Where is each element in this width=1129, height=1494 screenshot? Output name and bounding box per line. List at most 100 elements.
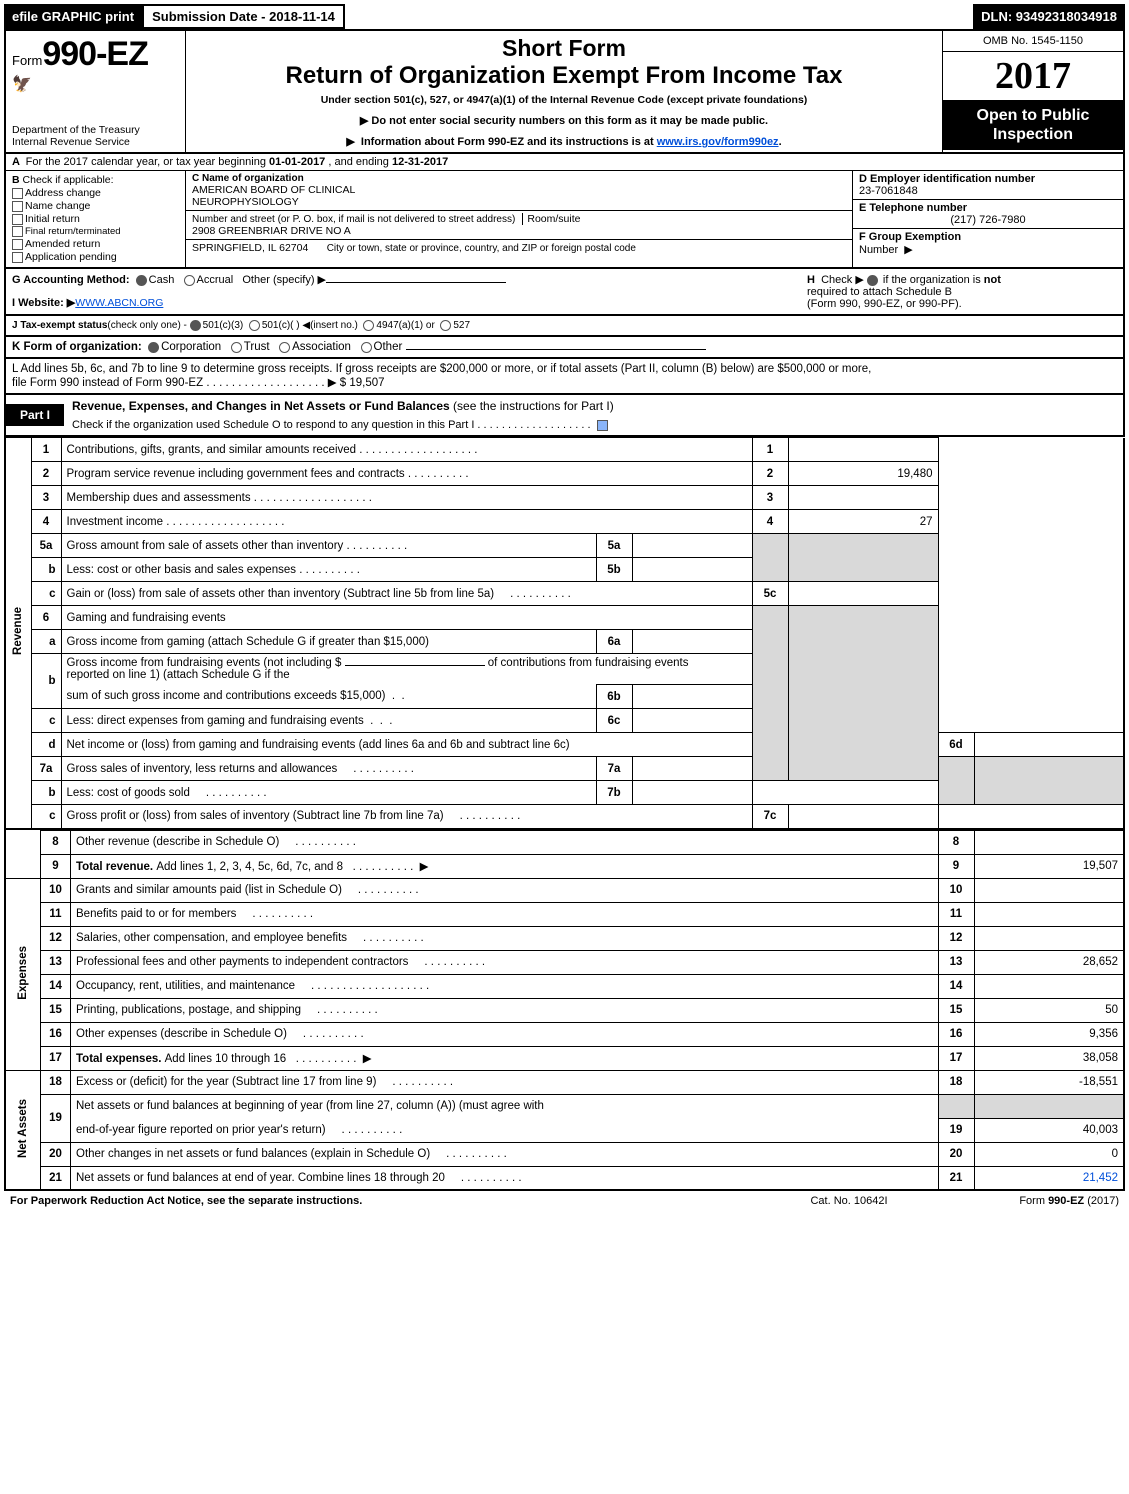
radio-cash[interactable] <box>136 275 147 286</box>
table-row: sum of such gross income and contributio… <box>5 685 1124 709</box>
i-label: I Website: ▶ <box>12 297 75 309</box>
radio-527[interactable] <box>440 320 451 331</box>
h-not: not <box>984 274 1001 286</box>
table-row: 4 Investment income 4 27 <box>5 510 1124 534</box>
radio-501c[interactable] <box>249 320 260 331</box>
treasury-seal-icon: 🦅 <box>12 74 179 94</box>
table-row: 12 Salaries, other compensation, and emp… <box>5 926 1124 950</box>
header-right: OMB No. 1545-1150 2017 Open to Public In… <box>943 31 1123 152</box>
dept-irs: Internal Revenue Service <box>12 136 179 148</box>
table-row: c Less: direct expenses from gaming and … <box>5 709 1124 733</box>
a-mid: , and ending <box>325 156 392 168</box>
table-row: 20 Other changes in net assets or fund b… <box>5 1142 1124 1166</box>
radio-4947[interactable] <box>363 320 374 331</box>
top-bar: efile GRAPHIC print Submission Date - 20… <box>4 4 1125 29</box>
k-label: K Form of organization: <box>12 341 142 353</box>
open-to-public: Open to Public Inspection <box>943 100 1123 150</box>
form990ez-link[interactable]: www.irs.gov/form990ez <box>657 136 779 148</box>
ein-value: 23-7061848 <box>859 185 1117 197</box>
table-row: 9 Total revenue. Add lines 1, 2, 3, 4, 5… <box>5 854 1124 878</box>
radio-assoc[interactable] <box>279 342 290 353</box>
d-label: D Employer identification number <box>859 173 1035 185</box>
line-k: K Form of organization: Corporation Trus… <box>4 337 1125 359</box>
table-row: 2 Program service revenue including gove… <box>5 462 1124 486</box>
box-c: C Name of organization AMERICAN BOARD OF… <box>186 171 853 267</box>
note-info-pre: Information about Form 990-EZ and its in… <box>361 136 657 148</box>
h-line2: required to attach Schedule B <box>807 286 952 298</box>
form-number: 990-EZ <box>42 35 148 73</box>
section-a-thru-f: A For the 2017 calendar year, or tax yea… <box>4 154 1125 269</box>
chk-h[interactable] <box>867 275 878 286</box>
part-1-table: Revenue 1 Contributions, gifts, grants, … <box>4 437 1125 830</box>
line-a-calendar-year: A For the 2017 calendar year, or tax yea… <box>6 154 1123 171</box>
tax-year: 2017 <box>943 52 1123 100</box>
table-row: end-of-year figure reported on prior yea… <box>5 1118 1124 1142</box>
radio-501c3[interactable] <box>190 320 201 331</box>
table-row: 5a Gross amount from sale of assets othe… <box>5 534 1124 558</box>
g-label: G Accounting Method: <box>12 274 130 286</box>
table-row: 11 Benefits paid to or for members 11 <box>5 902 1124 926</box>
table-row: d Net income or (loss) from gaming and f… <box>5 733 1124 757</box>
chk-initial-return[interactable]: Initial return <box>12 213 179 225</box>
table-row: c Gain or (loss) from sale of assets oth… <box>5 582 1124 606</box>
phone-value: (217) 726-7980 <box>859 214 1117 226</box>
table-row: b Less: cost or other basis and sales ex… <box>5 558 1124 582</box>
website-link[interactable]: WWW.ABCN.ORG <box>75 297 163 309</box>
city-state-zip: SPRINGFIELD, IL 62704 <box>192 242 308 254</box>
table-row: 16 Other expenses (describe in Schedule … <box>5 1022 1124 1046</box>
note-info: Information about Form 990-EZ and its in… <box>192 135 936 148</box>
note-ssn: Do not enter social security numbers on … <box>192 114 936 127</box>
short-form-title: Short Form <box>192 35 936 62</box>
table-row: 7a Gross sales of inventory, less return… <box>5 757 1124 781</box>
city-label: City or town, state or province, country… <box>327 243 636 254</box>
footer-right: Form 990-EZ (2017) <box>939 1195 1119 1207</box>
boxes-b-c-d-e-f: B Check if applicable: Address change Na… <box>6 171 1123 267</box>
vtab-net-assets: Net Assets <box>5 1070 41 1190</box>
vtab-expenses: Expenses <box>5 878 41 1070</box>
a-end: 12-31-2017 <box>392 156 448 168</box>
h-pre: Check ▶ <box>821 274 864 286</box>
a-begin: 01-01-2017 <box>269 156 325 168</box>
efile-print-label: efile GRAPHIC print <box>4 4 142 29</box>
chk-schedule-o[interactable] <box>597 420 608 431</box>
l-text2: file Form 990 instead of Form 990-EZ <box>12 377 203 389</box>
table-row: 19 Net assets or fund balances at beginn… <box>5 1094 1124 1118</box>
table-row: 13 Professional fees and other payments … <box>5 950 1124 974</box>
chk-name-change[interactable]: Name change <box>12 200 179 212</box>
b-label: Check if applicable: <box>23 174 114 186</box>
table-row: 6 Gaming and fundraising events <box>5 606 1124 630</box>
table-row: 17 Total expenses. Add lines 10 through … <box>5 1046 1124 1070</box>
chk-amended-return[interactable]: Amended return <box>12 238 179 250</box>
chk-final-return[interactable]: Final return/terminated <box>12 226 179 237</box>
radio-accrual[interactable] <box>184 275 195 286</box>
table-row: Expenses 10 Grants and similar amounts p… <box>5 878 1124 902</box>
radio-other-org[interactable] <box>361 342 372 353</box>
submission-date-label: Submission Date - 2018-11-14 <box>142 4 345 29</box>
line-l: L Add lines 5b, 6c, and 7b to line 9 to … <box>4 359 1125 395</box>
main-title: Return of Organization Exempt From Incom… <box>192 62 936 90</box>
org-name-1: AMERICAN BOARD OF CLINICAL <box>192 184 846 196</box>
form-header: Form990-EZ 🦅 Department of the Treasury … <box>4 29 1125 154</box>
row-g-h: G Accounting Method: Cash Accrual Other … <box>4 269 1125 316</box>
addr-label: Number and street (or P. O. box, if mail… <box>192 214 515 225</box>
table-row: 14 Occupancy, rent, utilities, and maint… <box>5 974 1124 998</box>
radio-trust[interactable] <box>231 342 242 353</box>
omb-number: OMB No. 1545-1150 <box>943 31 1123 52</box>
table-row: Revenue 1 Contributions, gifts, grants, … <box>5 438 1124 462</box>
table-row: a Gross income from gaming (attach Sched… <box>5 630 1124 654</box>
radio-corp[interactable] <box>148 342 159 353</box>
table-row: 15 Printing, publications, postage, and … <box>5 998 1124 1022</box>
j-paren: (check only one) - <box>107 320 189 331</box>
j-label: J Tax-exempt status <box>12 320 107 331</box>
street-address: 2908 GREENBRIAR DRIVE NO A <box>192 225 846 237</box>
part-1-header: Part I Revenue, Expenses, and Changes in… <box>4 395 1125 437</box>
subtitle: Under section 501(c), 527, or 4947(a)(1)… <box>192 94 936 106</box>
h-line3: (Form 990, 990-EZ, or 990-PF). <box>807 298 962 310</box>
f-label2: Number <box>859 244 898 256</box>
g-other: Other (specify) ▶ <box>242 274 326 286</box>
org-name-2: NEUROPHYSIOLOGY <box>192 196 846 208</box>
chk-address-change[interactable]: Address change <box>12 187 179 199</box>
chk-application-pending[interactable]: Application pending <box>12 251 179 263</box>
header-left: Form990-EZ 🦅 Department of the Treasury … <box>6 31 186 152</box>
boxes-d-e-f: D Employer identification number 23-7061… <box>853 171 1123 267</box>
